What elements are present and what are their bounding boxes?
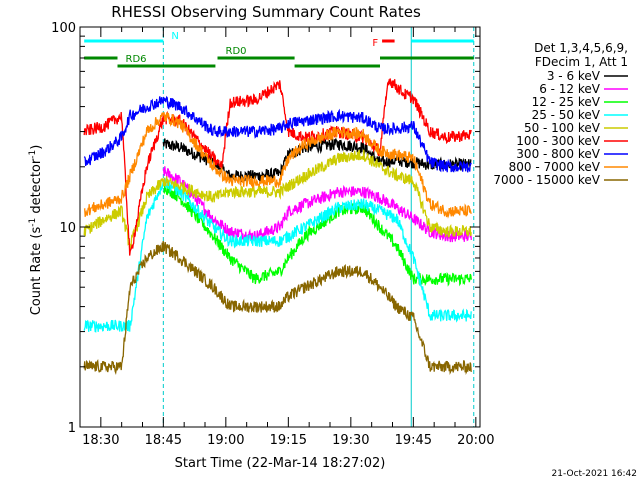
footer-timestamp: 21-Oct-2021 16:42	[552, 469, 637, 479]
legend-entry-3: 25 - 50 keV	[532, 108, 601, 122]
x-tick-label-0: 18:30	[82, 433, 119, 448]
x-tick-label-5: 19:45	[395, 433, 432, 448]
y-tick-label-2: 100	[51, 21, 76, 36]
series-line-1	[162, 166, 472, 243]
legend: Det 1,3,4,5,6,9,FDecim 1, Att 13 - 6 keV…	[493, 41, 628, 187]
y-tick-label-1: 10	[59, 221, 76, 236]
y-axis-label: Count Rate (s-1 detector-1)	[28, 145, 44, 316]
legend-entry-5: 100 - 300 keV	[516, 134, 600, 148]
attenuator-state-bars: N F RD6 RD0	[84, 31, 474, 68]
series-line-7	[83, 111, 472, 219]
state-bar-label-4: RD6	[126, 54, 147, 65]
legend-entry-0: 3 - 6 keV	[547, 69, 601, 83]
x-tick-label-4: 19:30	[332, 433, 369, 448]
legend-entry-7: 800 - 7000 keV	[509, 160, 601, 174]
series-line-8	[83, 240, 472, 376]
series-line-6	[83, 95, 472, 173]
series-line-3	[83, 177, 472, 333]
legend-entry-2: 12 - 25 keV	[532, 95, 601, 109]
legend-entry-8: 7000 - 15000 keV	[493, 173, 600, 187]
legend-header-0: Det 1,3,4,5,6,9,	[534, 41, 628, 55]
y-tick-label-0: 1	[68, 421, 76, 436]
x-tick-label-3: 19:15	[270, 433, 307, 448]
state-bar-label-5: RD0	[226, 46, 247, 57]
series-line-5	[83, 78, 472, 256]
x-axis-label: Start Time (22-Mar-14 18:27:02)	[175, 456, 386, 471]
legend-entry-6: 300 - 800 keV	[516, 147, 600, 161]
legend-entry-1: 6 - 12 keV	[539, 82, 601, 96]
axes: 1 10 100 18:30 18:45 19:00 19:15 19:30 19:45 20:0…	[51, 21, 494, 448]
legend-header-1: FDecim 1, Att 1	[535, 55, 628, 69]
x-tick-label-1: 18:45	[145, 433, 182, 448]
state-bar-label-0: N	[171, 31, 178, 42]
x-tick-label-6: 20:00	[457, 433, 494, 448]
state-bar-label-2: F	[372, 38, 378, 49]
legend-entry-4: 50 - 100 keV	[524, 121, 601, 135]
x-tick-label-2: 19:00	[207, 433, 244, 448]
series-line-4	[83, 149, 472, 250]
chart-title: RHESSI Observing Summary Count Rates	[111, 3, 421, 21]
